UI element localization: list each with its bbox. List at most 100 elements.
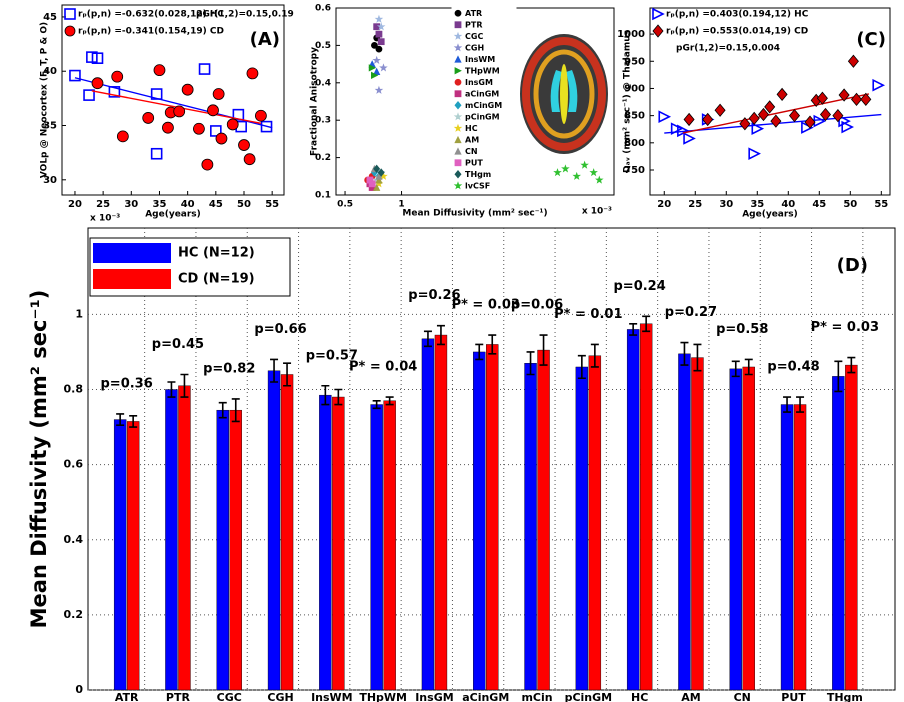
legend-label: aCinGM — [465, 89, 499, 98]
x-tick-label: 30 — [124, 199, 138, 210]
legend-label: HC (N=12) — [178, 246, 255, 261]
bar — [435, 335, 447, 690]
bar — [422, 339, 434, 690]
marker — [208, 105, 219, 116]
y-tick-label: 0.6 — [315, 4, 331, 14]
x-axis-label: Age(years) — [742, 210, 798, 220]
exponent-label: x 10⁻³ — [582, 207, 612, 217]
p-value-label: P* = 0.03 — [811, 320, 879, 335]
y-tick-label: 0.8 — [64, 383, 84, 396]
bar — [473, 352, 485, 690]
midline — [560, 64, 568, 124]
legend-label: lvCSF — [465, 181, 490, 190]
p-value-label: P* = 0.03 — [452, 298, 520, 313]
bar — [384, 401, 396, 690]
legend-swatch — [93, 243, 171, 263]
x-tick-label: 20 — [68, 199, 82, 210]
marker — [376, 31, 382, 37]
panel-label: (A) — [250, 29, 280, 50]
bar — [627, 329, 639, 690]
legend-label: CD (N=19) — [178, 272, 255, 287]
x-tick-label: 40 — [181, 199, 195, 210]
marker — [117, 131, 128, 142]
x-tick-label: PUT — [781, 691, 806, 702]
bar — [319, 395, 331, 690]
p-value-label: p=0.27 — [665, 305, 717, 320]
marker — [202, 159, 213, 170]
marker — [193, 123, 204, 134]
marker — [112, 71, 123, 82]
legend-label: rₚ(p,n) =0.553(0.014,19) CD — [666, 27, 808, 37]
bar — [538, 350, 550, 690]
bar — [678, 354, 690, 690]
p-value-label: p=0.36 — [101, 376, 153, 391]
marker — [213, 89, 224, 100]
marker — [244, 154, 255, 165]
legend-label: PUT — [465, 158, 483, 167]
bar — [525, 363, 537, 690]
marker — [455, 79, 461, 85]
y-tick-label: 1 — [75, 307, 83, 320]
bar — [127, 421, 139, 690]
marker — [227, 119, 238, 130]
y-axis-label: Mean Diffusivity (mm² sec⁻¹) — [27, 290, 51, 629]
bar — [281, 374, 293, 690]
marker — [455, 160, 461, 166]
x-tick-label: 50 — [843, 199, 857, 210]
bar — [371, 405, 383, 690]
x-tick-label: PTR — [166, 691, 191, 702]
figure: 303540452025303540455055VOLp @ Neocortex… — [0, 0, 904, 702]
legend-label: rₚ(p,n) =0.403(0.194,12) HC — [666, 10, 809, 20]
legend-label: rₚ(p,n) =-0.632(0.028,12) HC — [78, 10, 224, 20]
y-axis-label: Fractional Anisotropy — [310, 47, 320, 156]
y-tick-label: 0.1 — [315, 191, 331, 201]
x-tick-label: CGH — [267, 691, 293, 702]
marker — [376, 46, 382, 52]
legend-label: CGH — [465, 43, 484, 52]
p-value-label: P* = 0.04 — [349, 360, 417, 375]
p-value-label: P* = 0.01 — [554, 307, 622, 322]
annotation: pGr(1,2)=0.15,0.004 — [676, 44, 780, 54]
marker — [162, 122, 173, 133]
x-axis-label: Age(years) — [145, 210, 201, 220]
marker — [174, 106, 185, 117]
x-tick-label: 55 — [874, 199, 888, 210]
legend-label: InsGM — [465, 78, 493, 87]
p-value-label: p=0.82 — [203, 361, 255, 376]
panel-label: (C) — [856, 29, 886, 50]
x-tick-label: ATR — [115, 691, 139, 702]
legend-box — [452, 6, 516, 194]
page: {"chart_data": [ {"type": "scatter", "xl… — [0, 0, 904, 702]
bar — [640, 324, 652, 690]
bar — [230, 410, 242, 690]
y-tick-label: 45 — [43, 12, 57, 23]
marker — [369, 181, 375, 187]
bar — [268, 371, 280, 690]
bar — [832, 376, 844, 690]
marker — [378, 39, 384, 45]
x-tick-label: THpWM — [359, 691, 407, 702]
marker — [182, 84, 193, 95]
x-axis-label: Mean Diffusivity (mm² sec⁻¹) — [402, 209, 547, 219]
y-tick-label: 0.6 — [64, 458, 84, 471]
bar — [845, 365, 857, 690]
marker — [216, 133, 227, 144]
bar — [589, 356, 601, 690]
legend-swatch — [93, 269, 171, 289]
bar — [576, 367, 588, 690]
bar — [794, 405, 806, 690]
y-tick-label: 0 — [75, 683, 83, 696]
x-tick-label: 20 — [657, 199, 671, 210]
marker — [92, 78, 103, 89]
bar — [781, 405, 793, 690]
marker — [255, 110, 266, 121]
p-value-label: p=0.24 — [614, 279, 666, 294]
x-tick-label: 0.5 — [337, 200, 353, 210]
y-tick-label: 0.4 — [64, 533, 84, 546]
x-tick-label: THgm — [827, 691, 863, 702]
bar — [691, 358, 703, 690]
bar — [217, 410, 229, 690]
bar — [743, 367, 755, 690]
x-tick-label: 50 — [237, 199, 251, 210]
x-tick-label: 35 — [750, 199, 764, 210]
